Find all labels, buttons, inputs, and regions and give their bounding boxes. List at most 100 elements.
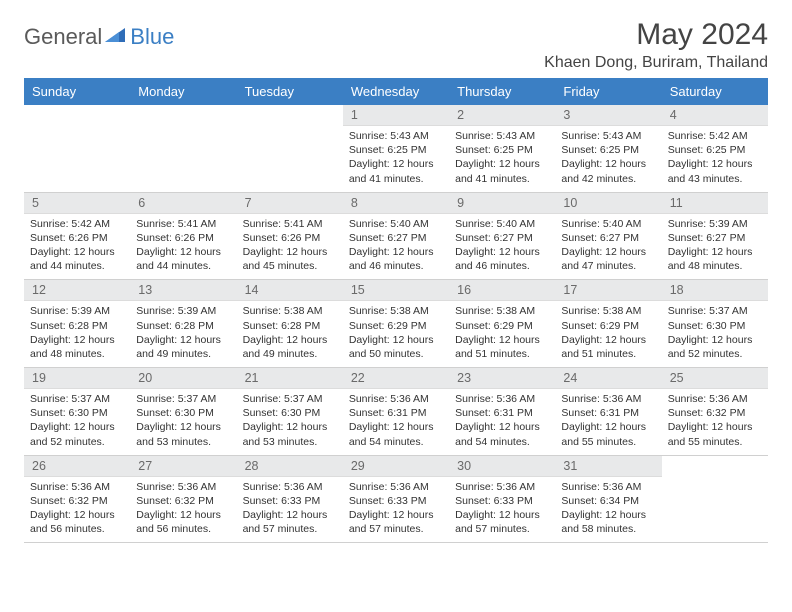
calendar-cell: .. <box>24 105 130 192</box>
day-details: Sunrise: 5:36 AMSunset: 6:32 PMDaylight:… <box>662 389 768 455</box>
day-details: Sunrise: 5:38 AMSunset: 6:29 PMDaylight:… <box>555 301 661 367</box>
day-details: Sunrise: 5:39 AMSunset: 6:28 PMDaylight:… <box>24 301 130 367</box>
calendar-body: ......1Sunrise: 5:43 AMSunset: 6:25 PMDa… <box>24 105 768 543</box>
calendar-week-row: 12Sunrise: 5:39 AMSunset: 6:28 PMDayligh… <box>24 280 768 368</box>
day-number: 17 <box>555 280 661 301</box>
day-number: 21 <box>237 368 343 389</box>
location: Khaen Dong, Buriram, Thailand <box>544 54 768 72</box>
calendar-week-row: ......1Sunrise: 5:43 AMSunset: 6:25 PMDa… <box>24 105 768 192</box>
brand-part1: General <box>24 24 102 50</box>
calendar-cell: 30Sunrise: 5:36 AMSunset: 6:33 PMDayligh… <box>449 455 555 543</box>
calendar-cell: 21Sunrise: 5:37 AMSunset: 6:30 PMDayligh… <box>237 368 343 456</box>
calendar-cell: 18Sunrise: 5:37 AMSunset: 6:30 PMDayligh… <box>662 280 768 368</box>
calendar-cell: 12Sunrise: 5:39 AMSunset: 6:28 PMDayligh… <box>24 280 130 368</box>
day-number: 23 <box>449 368 555 389</box>
month-title: May 2024 <box>544 18 768 52</box>
day-header: Monday <box>130 78 236 105</box>
day-details: Sunrise: 5:36 AMSunset: 6:31 PMDaylight:… <box>555 389 661 455</box>
brand-part2: Blue <box>130 24 174 50</box>
day-number: 3 <box>555 105 661 126</box>
day-details: Sunrise: 5:36 AMSunset: 6:32 PMDaylight:… <box>24 477 130 543</box>
day-details: Sunrise: 5:37 AMSunset: 6:30 PMDaylight:… <box>237 389 343 455</box>
day-details: Sunrise: 5:36 AMSunset: 6:31 PMDaylight:… <box>449 389 555 455</box>
day-header: Saturday <box>662 78 768 105</box>
calendar-cell: 5Sunrise: 5:42 AMSunset: 6:26 PMDaylight… <box>24 192 130 280</box>
day-number: 19 <box>24 368 130 389</box>
day-details: Sunrise: 5:43 AMSunset: 6:25 PMDaylight:… <box>555 126 661 192</box>
day-number: 4 <box>662 105 768 126</box>
calendar-cell: 7Sunrise: 5:41 AMSunset: 6:26 PMDaylight… <box>237 192 343 280</box>
day-number: 18 <box>662 280 768 301</box>
day-details: Sunrise: 5:43 AMSunset: 6:25 PMDaylight:… <box>343 126 449 192</box>
calendar-cell: 20Sunrise: 5:37 AMSunset: 6:30 PMDayligh… <box>130 368 236 456</box>
day-details: Sunrise: 5:38 AMSunset: 6:29 PMDaylight:… <box>449 301 555 367</box>
day-details: Sunrise: 5:41 AMSunset: 6:26 PMDaylight:… <box>130 214 236 280</box>
calendar-cell: 15Sunrise: 5:38 AMSunset: 6:29 PMDayligh… <box>343 280 449 368</box>
day-details: Sunrise: 5:41 AMSunset: 6:26 PMDaylight:… <box>237 214 343 280</box>
day-header: Friday <box>555 78 661 105</box>
day-details: Sunrise: 5:39 AMSunset: 6:27 PMDaylight:… <box>662 214 768 280</box>
day-number: 31 <box>555 456 661 477</box>
day-header: Wednesday <box>343 78 449 105</box>
calendar-cell: 19Sunrise: 5:37 AMSunset: 6:30 PMDayligh… <box>24 368 130 456</box>
calendar-cell: 17Sunrise: 5:38 AMSunset: 6:29 PMDayligh… <box>555 280 661 368</box>
calendar-cell: 14Sunrise: 5:38 AMSunset: 6:28 PMDayligh… <box>237 280 343 368</box>
day-number: 7 <box>237 193 343 214</box>
day-number: 27 <box>130 456 236 477</box>
day-number: 28 <box>237 456 343 477</box>
calendar-cell: 16Sunrise: 5:38 AMSunset: 6:29 PMDayligh… <box>449 280 555 368</box>
brand-logo: General Blue <box>24 18 174 50</box>
day-details: Sunrise: 5:42 AMSunset: 6:26 PMDaylight:… <box>24 214 130 280</box>
day-number: 1 <box>343 105 449 126</box>
day-details: Sunrise: 5:43 AMSunset: 6:25 PMDaylight:… <box>449 126 555 192</box>
day-details: Sunrise: 5:37 AMSunset: 6:30 PMDaylight:… <box>662 301 768 367</box>
calendar-week-row: 26Sunrise: 5:36 AMSunset: 6:32 PMDayligh… <box>24 455 768 543</box>
day-number: 8 <box>343 193 449 214</box>
calendar-cell: 27Sunrise: 5:36 AMSunset: 6:32 PMDayligh… <box>130 455 236 543</box>
day-details: Sunrise: 5:39 AMSunset: 6:28 PMDaylight:… <box>130 301 236 367</box>
day-details: Sunrise: 5:36 AMSunset: 6:34 PMDaylight:… <box>555 477 661 543</box>
day-number: 30 <box>449 456 555 477</box>
day-number: 14 <box>237 280 343 301</box>
day-number: 6 <box>130 193 236 214</box>
header: General Blue May 2024 Khaen Dong, Burira… <box>24 18 768 72</box>
day-number: 13 <box>130 280 236 301</box>
calendar-cell: .. <box>130 105 236 192</box>
calendar-cell: 8Sunrise: 5:40 AMSunset: 6:27 PMDaylight… <box>343 192 449 280</box>
day-details: Sunrise: 5:36 AMSunset: 6:31 PMDaylight:… <box>343 389 449 455</box>
calendar-cell: .. <box>662 455 768 543</box>
calendar-cell: 26Sunrise: 5:36 AMSunset: 6:32 PMDayligh… <box>24 455 130 543</box>
day-number: 11 <box>662 193 768 214</box>
day-details: Sunrise: 5:36 AMSunset: 6:33 PMDaylight:… <box>449 477 555 543</box>
calendar-cell: 13Sunrise: 5:39 AMSunset: 6:28 PMDayligh… <box>130 280 236 368</box>
day-details: Sunrise: 5:38 AMSunset: 6:29 PMDaylight:… <box>343 301 449 367</box>
calendar-cell: 1Sunrise: 5:43 AMSunset: 6:25 PMDaylight… <box>343 105 449 192</box>
day-number: 15 <box>343 280 449 301</box>
day-number: 25 <box>662 368 768 389</box>
day-details: Sunrise: 5:36 AMSunset: 6:33 PMDaylight:… <box>237 477 343 543</box>
calendar-header-row: SundayMondayTuesdayWednesdayThursdayFrid… <box>24 78 768 105</box>
calendar-cell: 4Sunrise: 5:42 AMSunset: 6:25 PMDaylight… <box>662 105 768 192</box>
day-details: Sunrise: 5:37 AMSunset: 6:30 PMDaylight:… <box>130 389 236 455</box>
day-number: 22 <box>343 368 449 389</box>
calendar-cell: .. <box>237 105 343 192</box>
day-number: 9 <box>449 193 555 214</box>
day-number: 26 <box>24 456 130 477</box>
calendar-cell: 6Sunrise: 5:41 AMSunset: 6:26 PMDaylight… <box>130 192 236 280</box>
day-details: Sunrise: 5:40 AMSunset: 6:27 PMDaylight:… <box>555 214 661 280</box>
title-block: May 2024 Khaen Dong, Buriram, Thailand <box>544 18 768 72</box>
logo-icon <box>105 26 127 49</box>
calendar-cell: 29Sunrise: 5:36 AMSunset: 6:33 PMDayligh… <box>343 455 449 543</box>
calendar-cell: 3Sunrise: 5:43 AMSunset: 6:25 PMDaylight… <box>555 105 661 192</box>
day-number: 16 <box>449 280 555 301</box>
day-number: 12 <box>24 280 130 301</box>
day-header: Sunday <box>24 78 130 105</box>
day-details: Sunrise: 5:36 AMSunset: 6:33 PMDaylight:… <box>343 477 449 543</box>
day-number: 24 <box>555 368 661 389</box>
calendar-cell: 31Sunrise: 5:36 AMSunset: 6:34 PMDayligh… <box>555 455 661 543</box>
day-number: 20 <box>130 368 236 389</box>
calendar-cell: 10Sunrise: 5:40 AMSunset: 6:27 PMDayligh… <box>555 192 661 280</box>
day-number: 5 <box>24 193 130 214</box>
day-details: Sunrise: 5:36 AMSunset: 6:32 PMDaylight:… <box>130 477 236 543</box>
day-details: Sunrise: 5:40 AMSunset: 6:27 PMDaylight:… <box>343 214 449 280</box>
